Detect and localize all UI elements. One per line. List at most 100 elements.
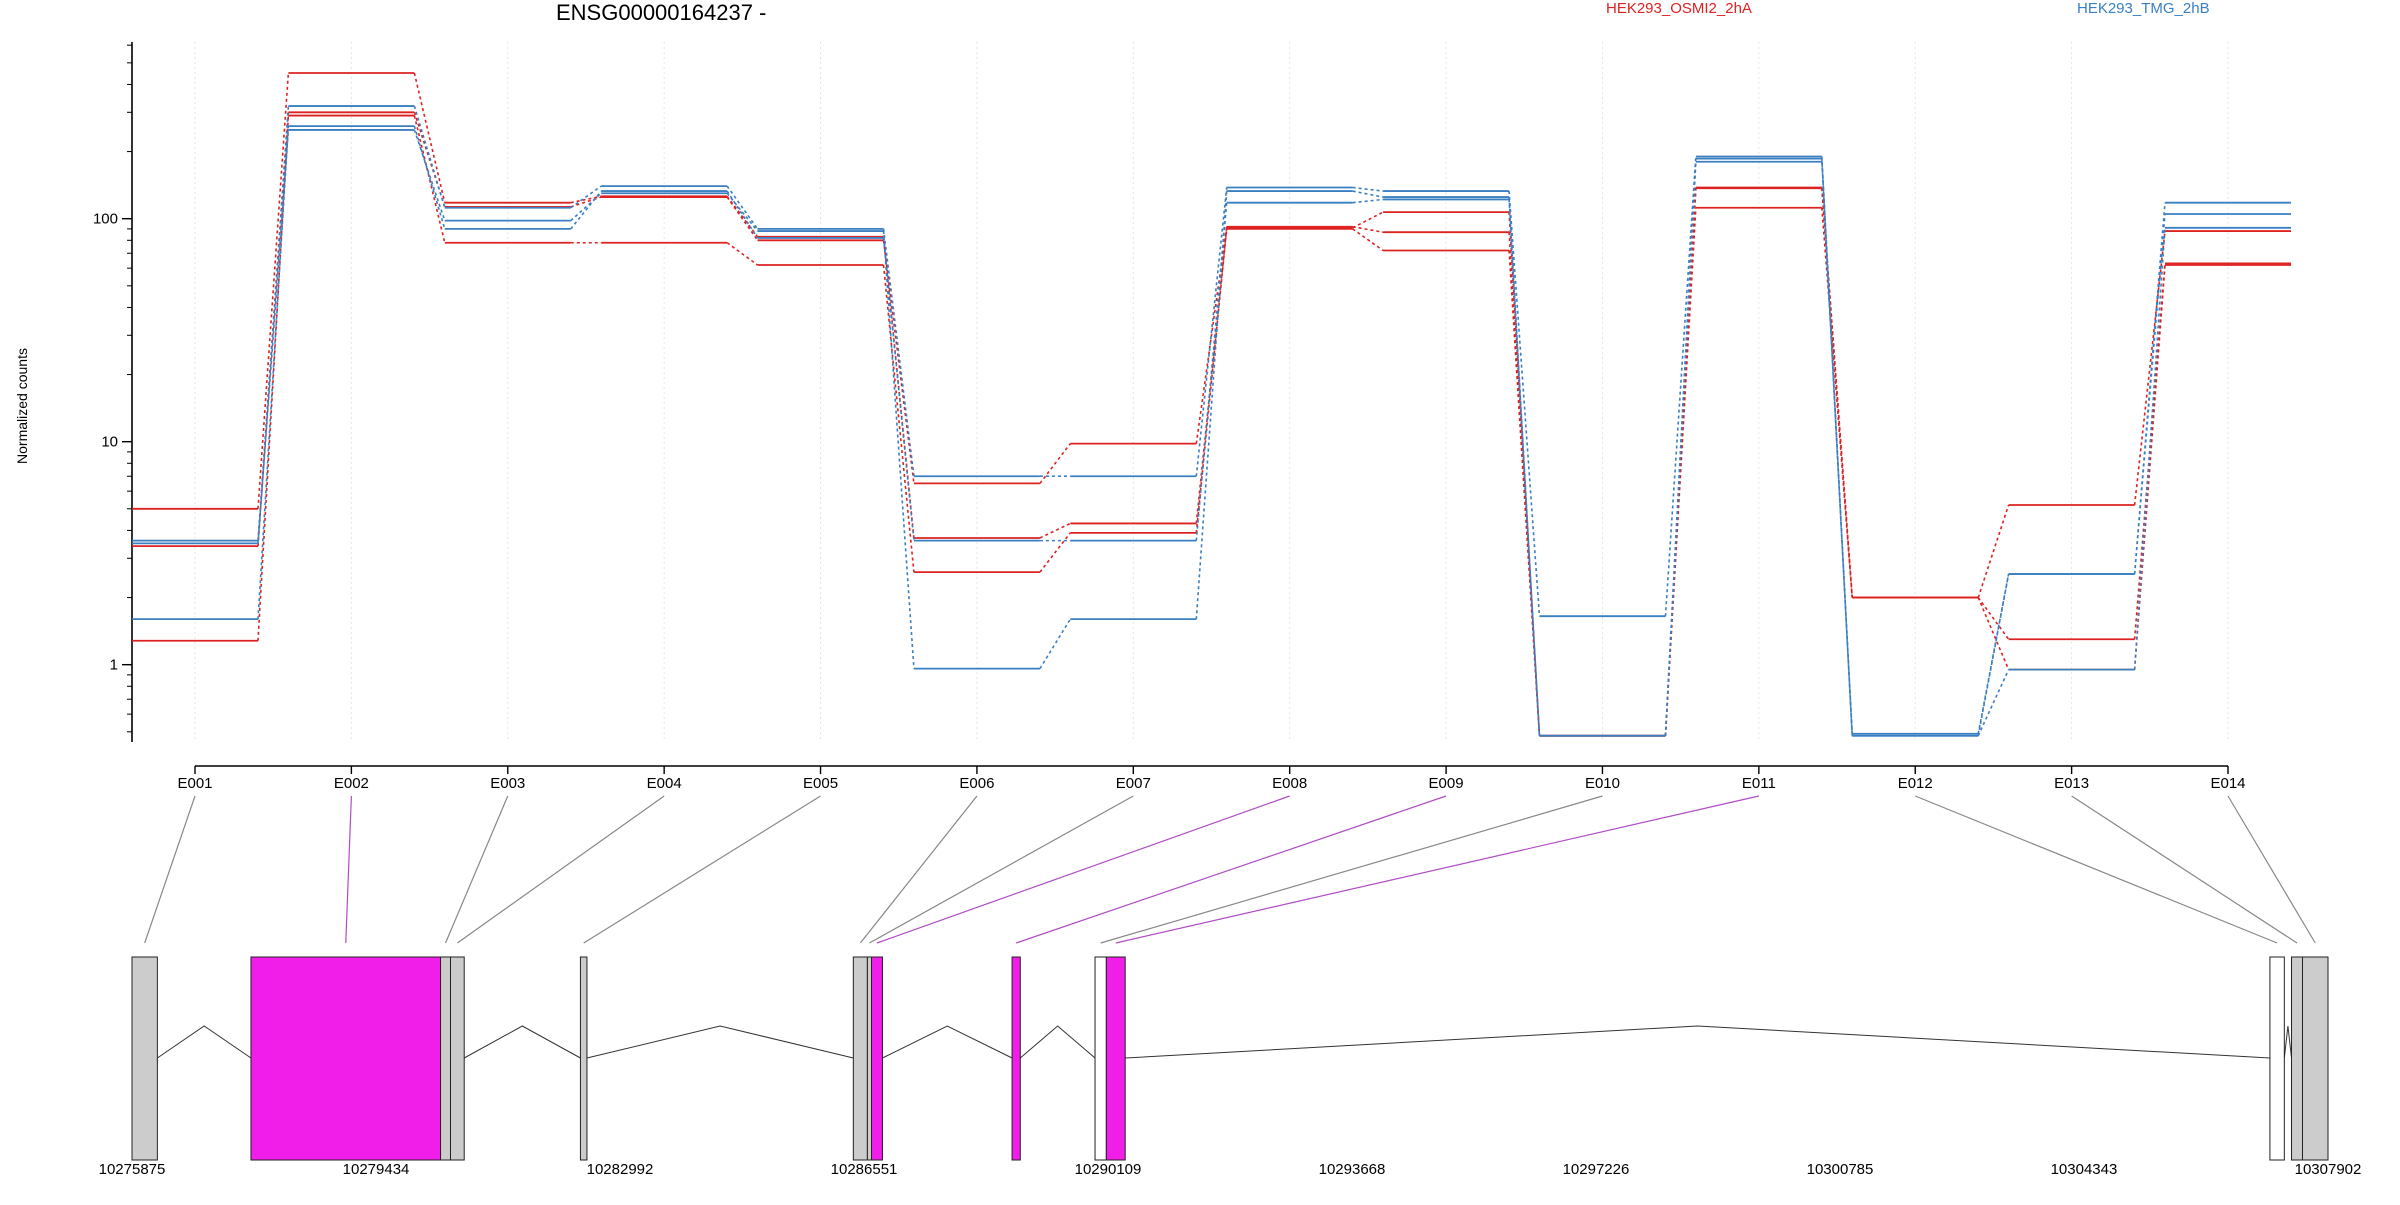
x-tick-label: E011 xyxy=(1742,775,1776,792)
x-tick-label: E013 xyxy=(2054,775,2089,792)
data-connector xyxy=(882,231,915,669)
data-connector xyxy=(570,192,602,222)
series-1 xyxy=(132,111,2291,737)
data-connector xyxy=(1821,158,1854,736)
legend-entry-tmg: HEK293_TMG_2hB xyxy=(2077,0,2210,17)
data-connector xyxy=(1352,225,1384,233)
genomic-coordinate-label: 10286551 xyxy=(831,1161,898,1178)
data-connector xyxy=(413,129,446,221)
y-tick-label: 10 xyxy=(101,434,118,451)
y-axis-label: Normalized counts xyxy=(14,348,30,464)
intron-line xyxy=(2283,1025,2293,1059)
exon-block xyxy=(1094,956,1107,1161)
data-connector xyxy=(1664,187,1697,736)
data-connector xyxy=(726,185,759,230)
data-connector xyxy=(570,195,602,204)
data-connector xyxy=(2133,213,2166,575)
exon-block xyxy=(2269,956,2285,1161)
exon-block xyxy=(579,956,588,1161)
data-connector xyxy=(570,185,602,209)
x-tick-label: E009 xyxy=(1429,775,1464,792)
x-tick-label: E014 xyxy=(2210,775,2245,792)
x-tick-label: E008 xyxy=(1272,775,1307,792)
exon-block xyxy=(449,956,465,1161)
data-connector xyxy=(2133,230,2166,506)
exon-connector xyxy=(1115,795,1759,944)
x-tick-label: E001 xyxy=(177,775,212,792)
genomic-coordinate-label: 10307902 xyxy=(2295,1161,2362,1178)
genomic-coordinate-label: 10290109 xyxy=(1075,1161,1142,1178)
exon-block xyxy=(2291,956,2303,1161)
data-connector xyxy=(570,190,602,230)
data-connector xyxy=(726,196,759,241)
data-connector xyxy=(1195,228,1228,533)
data-connector xyxy=(257,105,290,541)
genomic-coordinate-label: 10304343 xyxy=(2051,1161,2118,1178)
data-connector xyxy=(1195,191,1228,620)
genomic-coordinate-label: 10293668 xyxy=(1319,1161,1386,1178)
data-connector xyxy=(882,264,915,573)
data-connector xyxy=(257,126,290,620)
data-connector xyxy=(1664,188,1697,736)
data-connector xyxy=(1664,156,1697,617)
exon-connector xyxy=(1915,795,2278,944)
exon-connector xyxy=(876,795,1290,944)
x-tick-label: E010 xyxy=(1585,775,1620,792)
x-tick-label: E004 xyxy=(647,775,682,792)
data-connector xyxy=(2133,227,2166,670)
exon-connector xyxy=(144,795,196,944)
exon-connector xyxy=(2227,795,2316,944)
data-connector xyxy=(1039,522,1071,539)
intron-line xyxy=(157,1025,252,1059)
genomic-coordinate-label: 10300785 xyxy=(1807,1161,1874,1178)
data-connector xyxy=(1977,504,2010,598)
series-3 xyxy=(132,105,2291,735)
data-connector xyxy=(1664,158,1697,736)
series-4 xyxy=(132,125,2291,737)
data-connector xyxy=(882,240,915,484)
data-connector xyxy=(1664,207,1697,736)
exon-connector xyxy=(444,795,509,944)
data-connector xyxy=(1039,443,1071,484)
exon-connector xyxy=(859,795,978,944)
data-connector xyxy=(1977,597,2010,640)
exon-connector xyxy=(869,795,1134,944)
intron-line xyxy=(882,1025,1013,1059)
intron-line xyxy=(463,1025,581,1059)
data-connector xyxy=(257,72,290,509)
genomic-coordinate-label: 10297226 xyxy=(1563,1161,1630,1178)
data-connector xyxy=(726,242,759,266)
genomic-coordinate-label: 10282992 xyxy=(587,1161,654,1178)
data-connector xyxy=(1195,227,1228,524)
data-connector xyxy=(413,115,446,243)
data-connector xyxy=(882,237,915,541)
intron-line xyxy=(586,1025,854,1059)
data-connector xyxy=(1508,191,1541,617)
exon-connector xyxy=(2071,795,2298,944)
data-connector xyxy=(1352,228,1384,252)
exon-connector xyxy=(345,795,352,944)
data-connector xyxy=(1039,618,1071,670)
exon-connector xyxy=(457,795,665,944)
data-connector xyxy=(570,196,602,208)
data-connector xyxy=(1352,186,1384,192)
intron-line xyxy=(1019,1025,1096,1059)
x-tick-label: E003 xyxy=(490,775,525,792)
x-tick-label: E002 xyxy=(334,775,369,792)
exon-block xyxy=(852,956,868,1161)
x-tick-label: E007 xyxy=(1116,775,1151,792)
data-connector xyxy=(1352,198,1384,204)
data-connector xyxy=(413,72,446,203)
exon-connector xyxy=(1100,795,1603,944)
exon-block xyxy=(1011,956,1021,1161)
chart-title: ENSG00000164237 - xyxy=(556,0,767,25)
data-connector xyxy=(1195,187,1228,477)
x-tick-label: E005 xyxy=(803,775,838,792)
y-tick-label: 1 xyxy=(110,657,118,674)
data-connector xyxy=(1821,207,1854,598)
genomic-coordinate-label: 10279434 xyxy=(343,1161,410,1178)
data-connector xyxy=(1977,669,2010,737)
genomic-coordinate-label: 10275875 xyxy=(99,1161,166,1178)
